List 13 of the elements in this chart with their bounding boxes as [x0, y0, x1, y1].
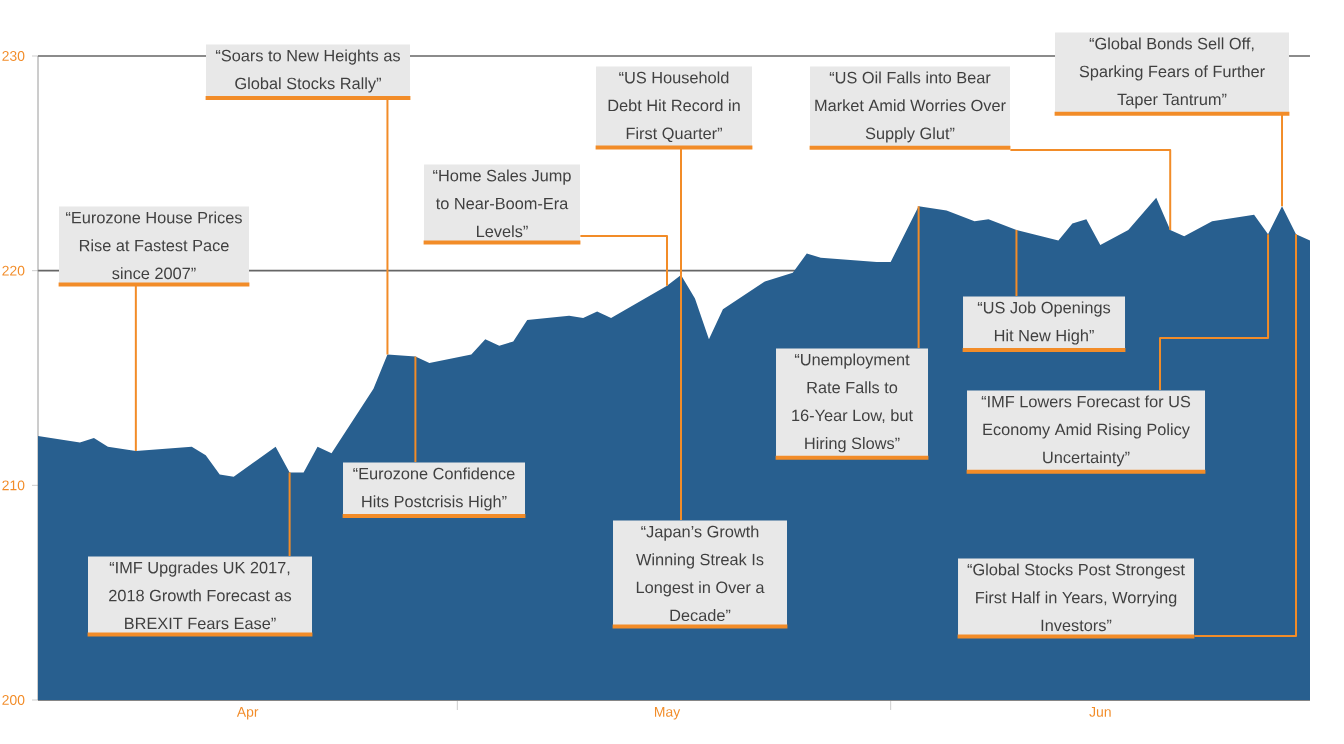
annotation: “Eurozone Confidence Hits Postcrisis High” [353, 467, 515, 511]
annotation: “Eurozone House Prices Rise at Fastest Pace since 2007” [66, 211, 242, 280]
annotation: “Global Stocks Post Strongest First Half in Years, Worrying Investors” [967, 563, 1185, 632]
annotation: “Home Sales Jump to Near-Boom-Era Levels” [433, 169, 571, 238]
annotation: “IMF Upgrades UK 2017, 2018 Growth Forecast as BREXIT Fears Ease” [109, 561, 292, 630]
annotation: “US Oil Falls into Bear Market Amid Worries Over Supply Glut” [815, 71, 1006, 143]
annotation: “US Job Openings Hit New High” [977, 301, 1111, 345]
annotation: “Global Bonds Sell Off, Sparking Fears of Further Taper Tantrum” [1079, 37, 1265, 109]
annotation: “US Household Debt Hit Record in First Quarter” [608, 71, 740, 143]
annotation: “Unemployment Rate Falls to 16-Year Low, but Hiring Slows” [792, 353, 913, 453]
annotation: “IMF Lowers Forecast for US Economy Amid Rising Policy Uncertainty” [981, 395, 1191, 467]
annotation: “Japan’s Growth Winning Streak Is Longest in Over a Decade” [636, 525, 765, 622]
annotation: “Soars to New Heights as Global Stocks Rally” [215, 49, 401, 93]
